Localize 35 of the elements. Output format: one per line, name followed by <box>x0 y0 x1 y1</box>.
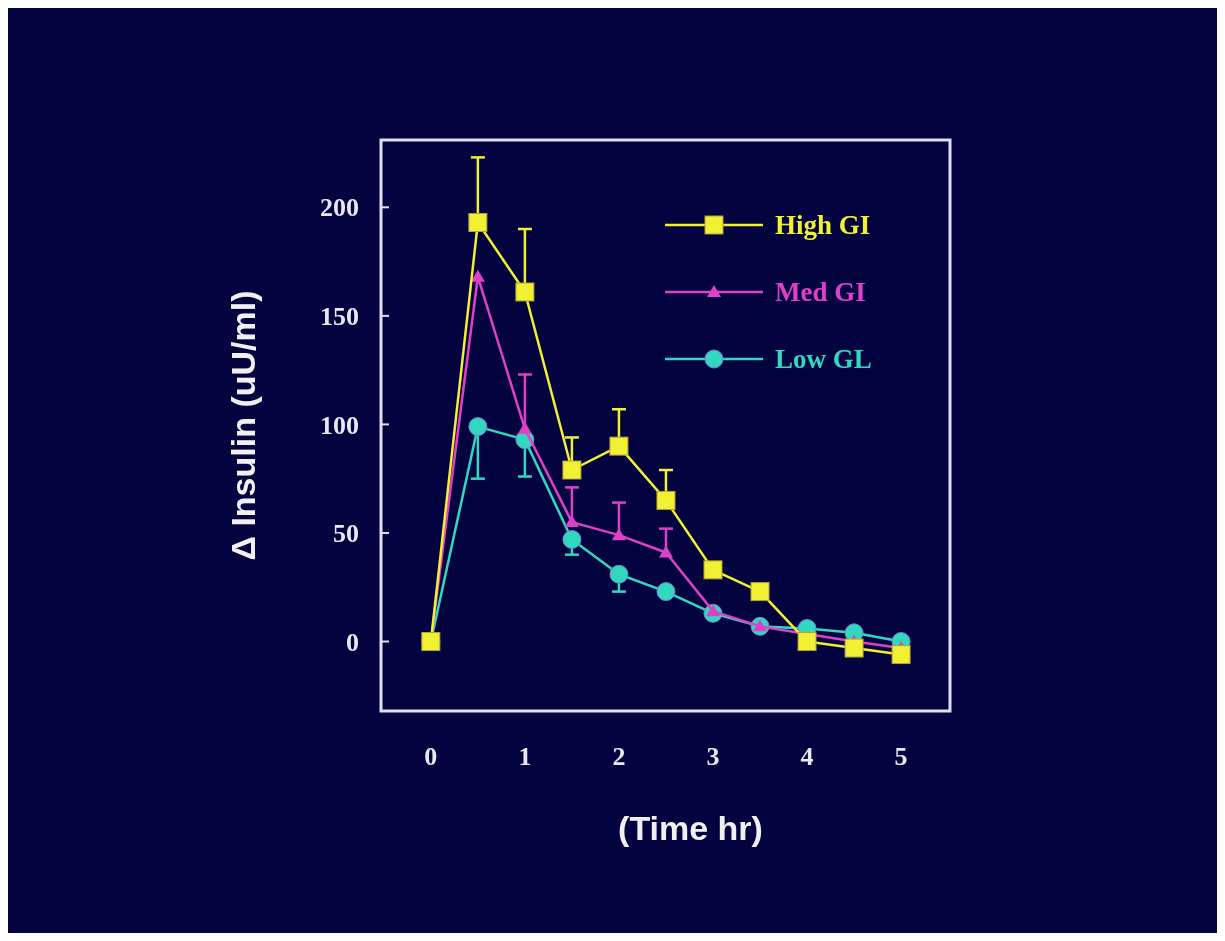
y-tick-label: 100 <box>320 410 359 440</box>
x-tick-label: 2 <box>612 742 626 771</box>
x-axis-title: (Time hr) <box>618 809 763 847</box>
point <box>656 582 676 602</box>
x-tick-label: 5 <box>894 742 908 771</box>
point <box>703 560 723 580</box>
x-tick-label: 4 <box>800 742 814 771</box>
point <box>468 417 488 437</box>
legend-label: High GI <box>775 210 871 241</box>
point <box>797 632 817 652</box>
y-tick-label: 200 <box>320 193 359 223</box>
point <box>656 490 676 510</box>
x-tick-label: 1 <box>518 742 532 771</box>
point <box>562 460 582 480</box>
y-tick-label: 150 <box>320 301 359 331</box>
point <box>750 582 770 602</box>
point <box>517 421 532 434</box>
point <box>564 515 579 528</box>
y-tick-label: 0 <box>346 627 359 657</box>
legend-label: Med GI <box>775 277 866 308</box>
point <box>609 436 629 456</box>
point <box>562 529 582 549</box>
point <box>658 545 673 558</box>
point <box>611 528 626 541</box>
point <box>470 269 485 282</box>
y-axis-title: Δ Insulin (uU/ml) <box>224 290 262 561</box>
legend-label: Low GL <box>775 344 872 375</box>
point <box>609 564 629 584</box>
x-tick-label: 3 <box>706 742 720 771</box>
y-tick-label: 50 <box>333 519 359 549</box>
point <box>891 645 911 665</box>
point <box>468 213 488 232</box>
point <box>844 638 864 658</box>
x-tick-label: 0 <box>424 742 438 771</box>
point <box>515 282 535 302</box>
